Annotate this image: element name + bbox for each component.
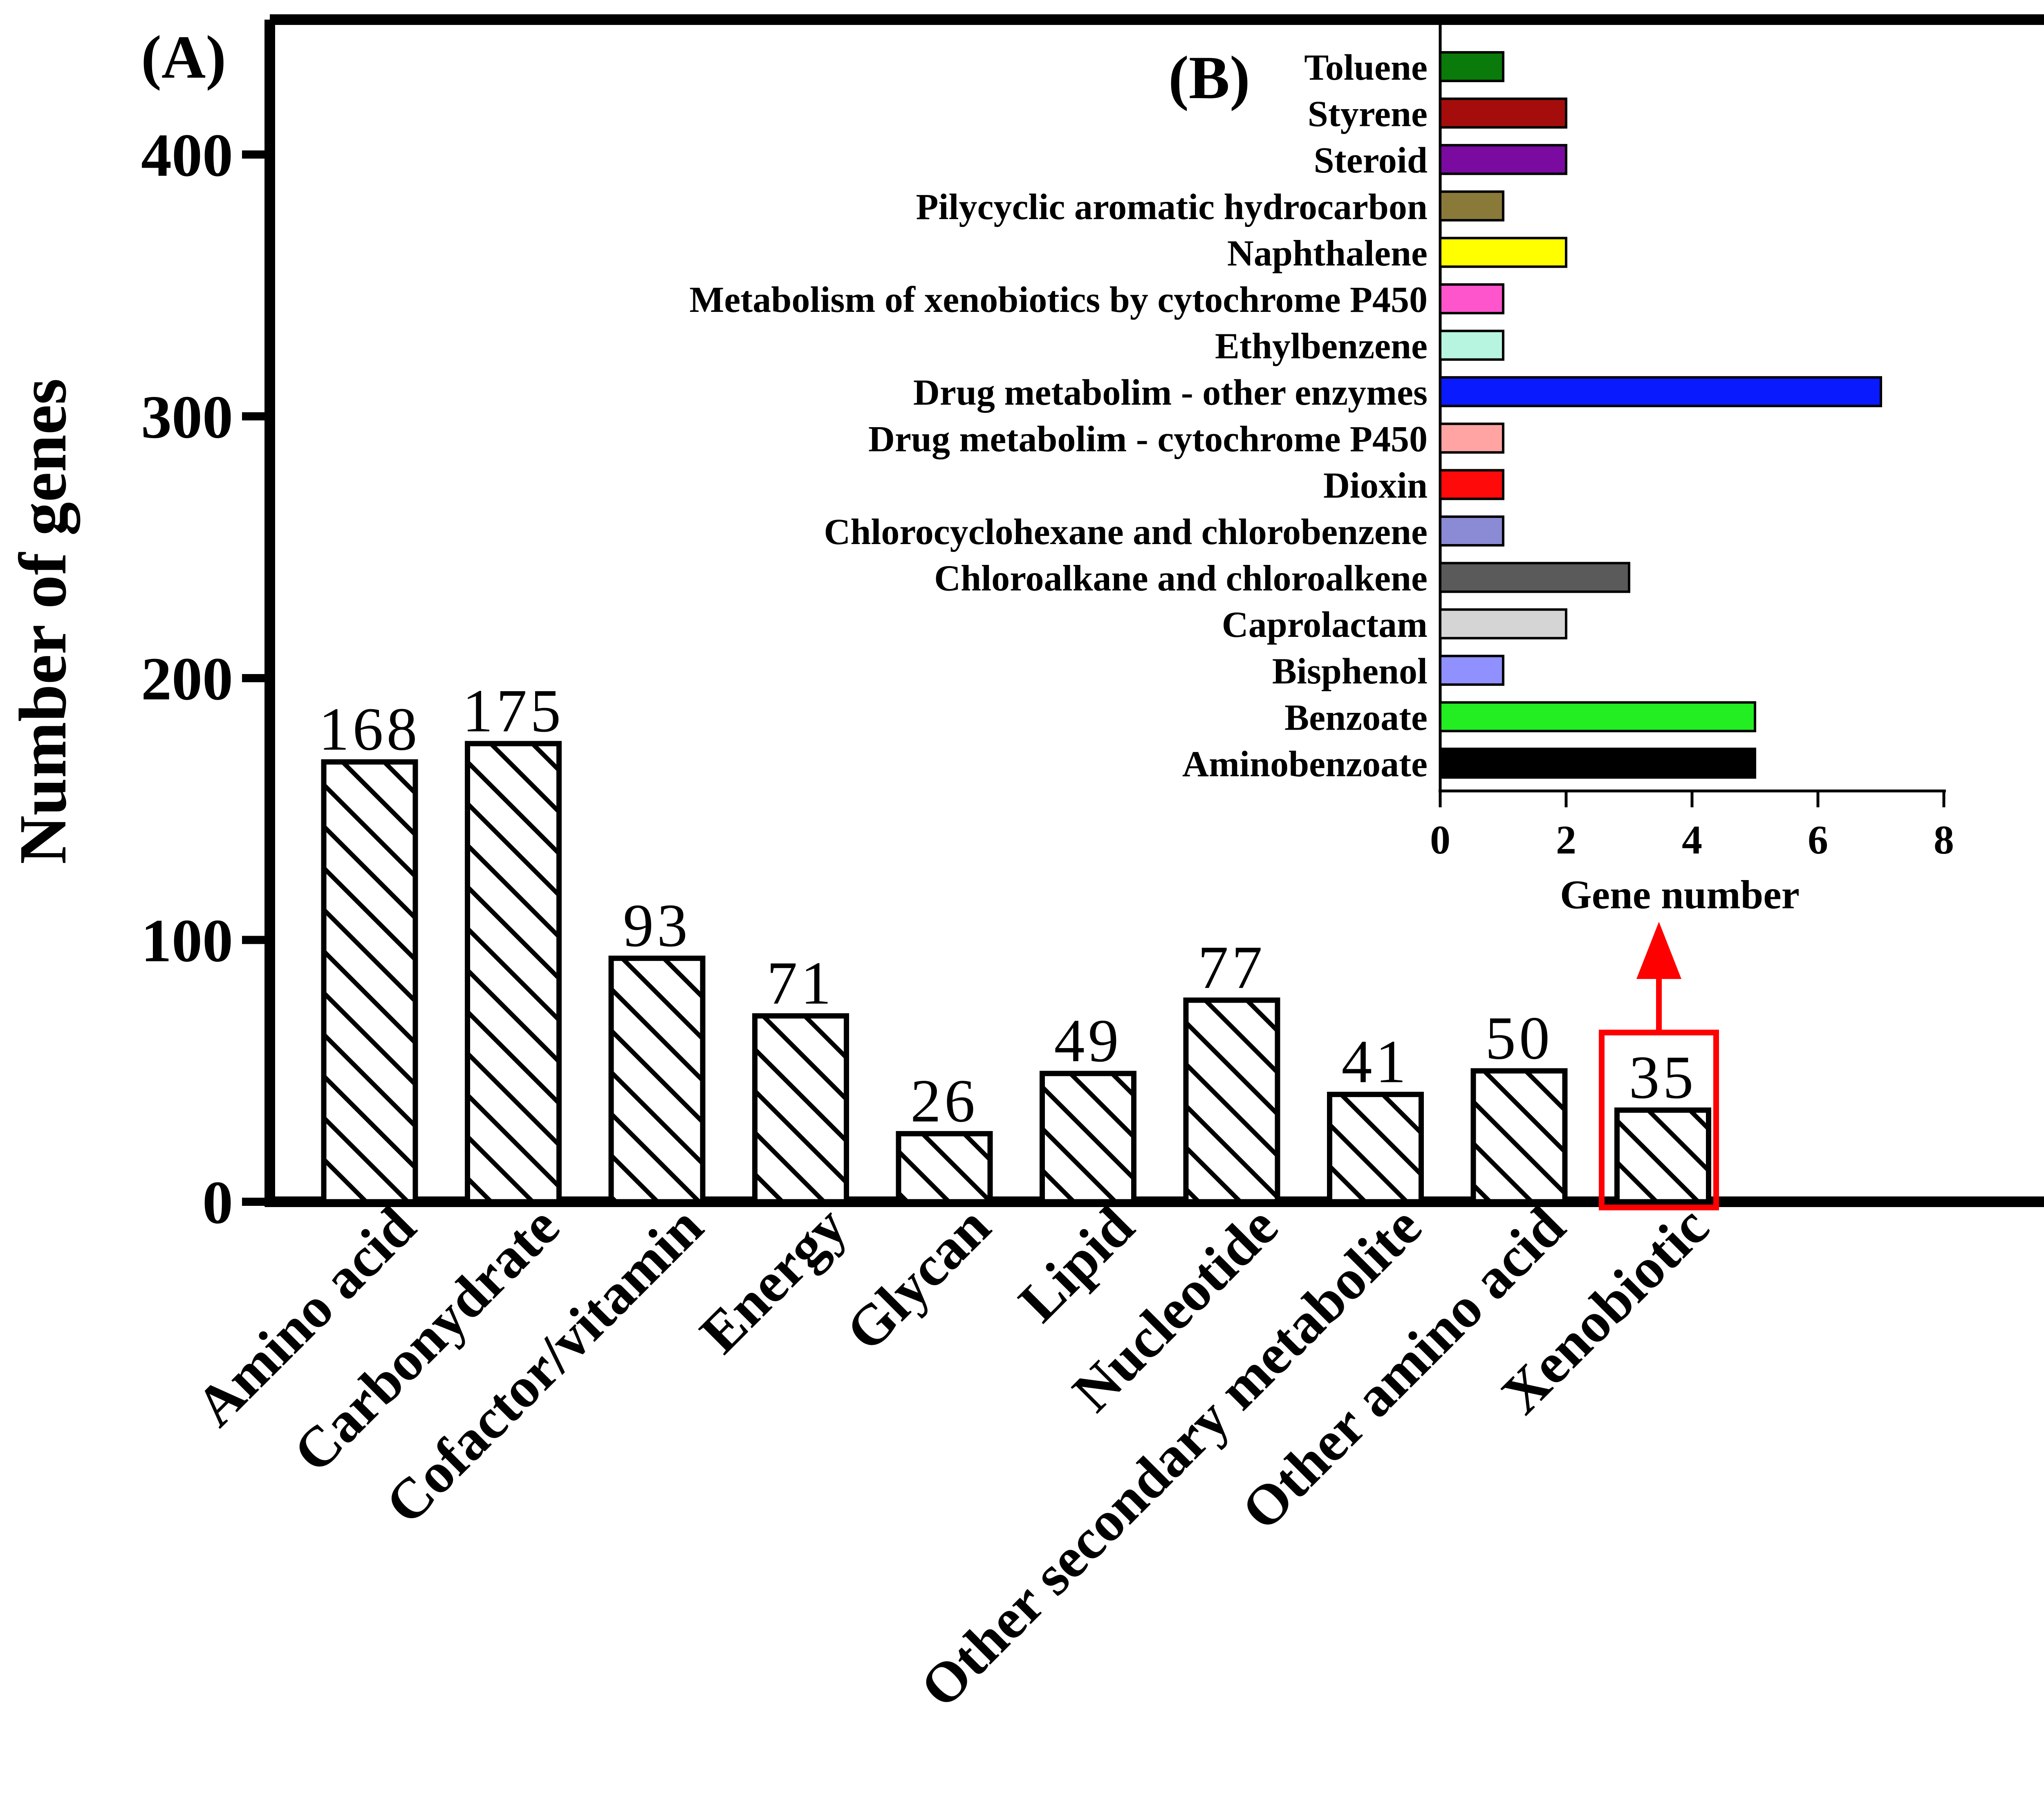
bar-other-amino-acid [1470, 1068, 1568, 1205]
inset-bar-metabolism-of-xenobiotics-by-cytochrome-p450 [1439, 283, 1504, 314]
panel-a-chart: (A) Number of genes 0 100 200 300 400 168 175… [5, 14, 2044, 1720]
y-tick-label: 400 [141, 121, 233, 189]
inset-category-label-chlorocyclohexane-and-chlorobenzene: Chlorocyclohexane and chlorobenzene [824, 512, 1428, 552]
inset-x-tick-label: 0 [1430, 817, 1450, 862]
inset-x-tick-label: 6 [1808, 817, 1828, 862]
inset-category-label-caprolactam: Caprolactam [1222, 605, 1428, 645]
inset-category-label-bisphenol: Bisphenol [1272, 651, 1428, 692]
bar-xenobiotic [1614, 1107, 1711, 1205]
inset-category-label-chloroalkane-and-chloroalkene: Chloroalkane and chloroalkene [934, 558, 1428, 599]
inset-x-tick-label: 8 [1934, 817, 1954, 862]
value-label-lipid: 49 [1054, 1007, 1122, 1075]
inset-bar-benzoate [1439, 701, 1756, 733]
value-label-other-secondary-metabolite: 41 [1342, 1028, 1410, 1095]
category-label-energy: Energy [688, 1194, 859, 1365]
value-label-carbonydrate: 175 [462, 677, 564, 745]
bar-energy [752, 1013, 849, 1205]
y-tick-label: 100 [141, 907, 233, 975]
category-label-glycan: Glycan [834, 1194, 1002, 1363]
bar-glycan [896, 1131, 993, 1205]
inset-bar-caprolactam [1439, 608, 1567, 640]
inset-bar-steroid [1439, 144, 1567, 175]
inset-category-label-drug-metabolim-other-enzymes: Drug metabolim - other enzymes [913, 372, 1428, 413]
inset-category-label-benzoate: Benzoate [1284, 697, 1428, 738]
value-label-glycan: 26 [910, 1067, 978, 1135]
inset-bar-ethylbenzene [1439, 329, 1504, 361]
inset-category-label-dioxin: Dioxin [1323, 465, 1428, 506]
bar-carbonydrate [465, 741, 562, 1205]
inset-bar-chlorocyclohexane-and-chlorobenzene [1439, 515, 1504, 547]
y-axis-ticks: 0 100 200 300 400 [141, 121, 270, 1237]
inset-x-axis-ticks: 0 2 4 6 8 [1430, 791, 1954, 862]
inset-bar-chloroalkane-and-chloroalkene [1439, 562, 1630, 593]
value-label-cofactor-vitamin: 93 [623, 892, 691, 959]
bar-amino-acid [321, 759, 418, 1205]
panel-b-label: (B) [1168, 44, 1250, 112]
inset-x-axis-title: Gene number [1560, 872, 1800, 917]
panel-a-label: (A) [141, 23, 226, 91]
inset-category-label-aminobenzoate: Aminobenzoate [1182, 744, 1428, 784]
y-tick-label: 0 [202, 1169, 233, 1237]
bars [321, 741, 1711, 1205]
inset-x-tick-label: 4 [1682, 817, 1702, 862]
inset-bar-aminobenzoate [1439, 748, 1756, 779]
value-label-nucleotide: 77 [1198, 934, 1266, 1001]
inset-x-tick-label: 2 [1556, 817, 1576, 862]
inset-category-label-ethylbenzene: Ethylbenzene [1215, 326, 1428, 367]
inset-category-label-naphthalene: Naphthalene [1227, 233, 1428, 273]
inset-bar-drug-metabolim-other-enzymes [1439, 376, 1882, 408]
value-label-other-amino-acid: 50 [1485, 1004, 1553, 1072]
inset-bar-naphthalene [1439, 237, 1567, 268]
bar-other-secondary-metabolite [1327, 1091, 1424, 1205]
y-axis-title: Number of genes [5, 379, 81, 865]
category-labels: Amino acidCarbonydrateCofactor/vitaminEn… [184, 1194, 1721, 1719]
inset-category-labels: Toluene Styrene Steroid Pilycyclic aromatic… [689, 47, 1428, 784]
inset-bar-dioxin [1439, 469, 1504, 500]
y-tick-label: 200 [141, 645, 233, 713]
inset-bar-drug-metabolim-cytochrome-p450 [1439, 422, 1504, 454]
bar-nucleotide [1183, 997, 1280, 1205]
inset-bar-toluene [1439, 51, 1504, 82]
bar-lipid [1040, 1071, 1136, 1205]
category-label-lipid: Lipid [1007, 1194, 1146, 1334]
value-label-xenobiotic: 35 [1629, 1044, 1697, 1111]
inset-category-label-pilycyclic-aromatic-hydrocarbon: Pilycyclic aromatic hydrocarbon [916, 187, 1428, 227]
inset-category-label-drug-metabolim-cytochrome-p450: Drug metabolim - cytochrome P450 [868, 419, 1428, 459]
inset-bar-pilycyclic-aromatic-hydrocarbon [1439, 190, 1504, 222]
inset-bar-bisphenol [1439, 654, 1504, 686]
value-label-amino-acid: 168 [319, 695, 421, 763]
value-label-energy: 71 [767, 949, 835, 1017]
inset-category-label-metabolism-of-xenobiotics-by-cytochrome-p450: Metabolism of xenobiotics by cytochrome … [689, 280, 1428, 320]
inset-bar-styrene [1439, 97, 1567, 129]
inset-category-label-toluene: Toluene [1304, 47, 1428, 88]
panel-b-chart: (B) 0 2 4 6 8 Gene number Toluene Styrene Ster… [689, 25, 1954, 917]
bar-cofactor-vitamin [608, 955, 706, 1205]
inset-category-label-styrene: Styrene [1308, 94, 1428, 134]
y-tick-label: 300 [141, 383, 233, 451]
inset-category-label-steroid: Steroid [1314, 140, 1428, 181]
highlight-arrow-head [1636, 922, 1681, 979]
value-labels: 168 175 93 71 26 49 77 41 50 35 [319, 677, 1697, 1135]
inset-bars [1439, 51, 1882, 779]
